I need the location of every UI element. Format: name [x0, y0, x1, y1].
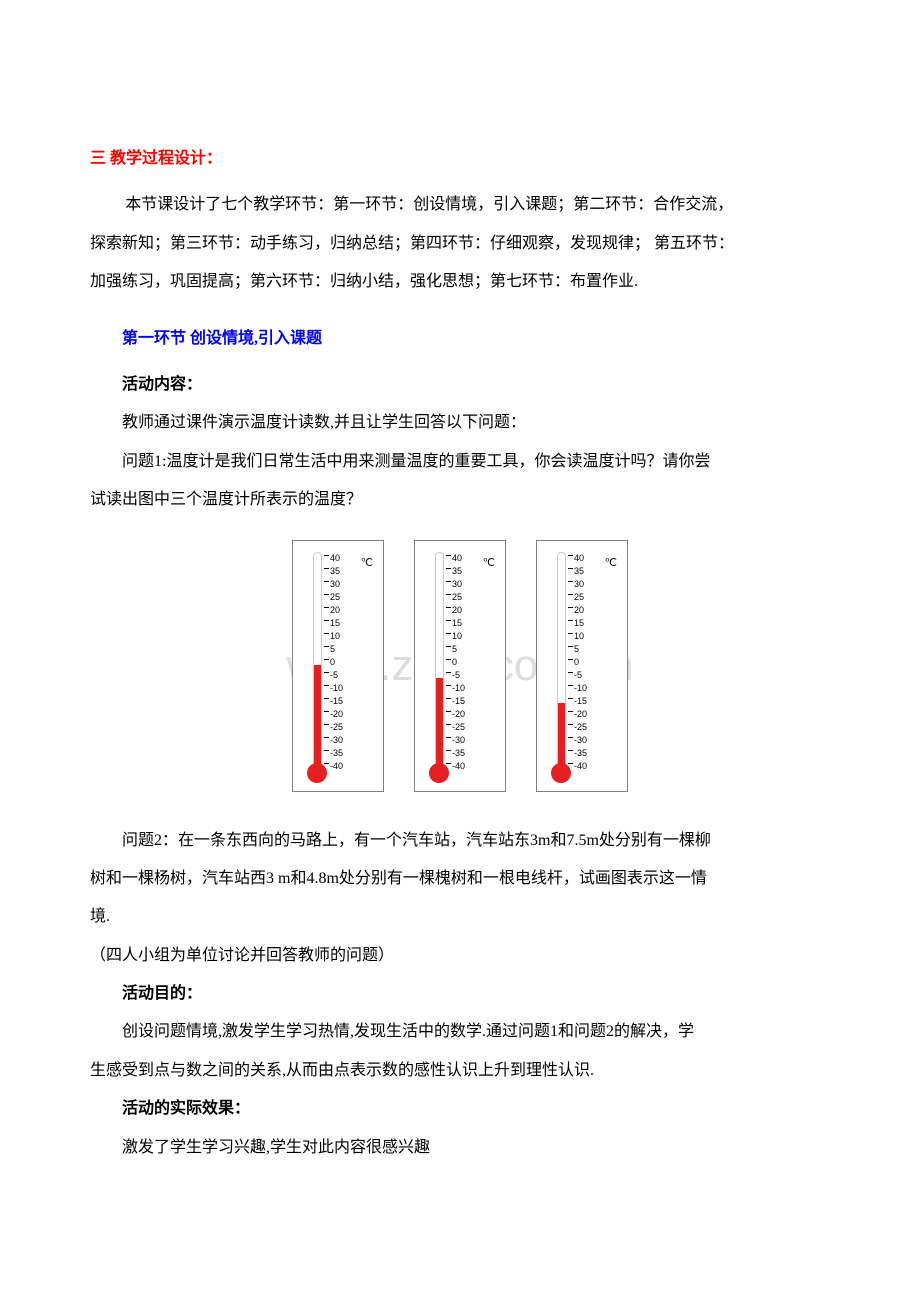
mercury-1: [314, 665, 321, 773]
scale-labels-1: 40 35 30 25 20 15 10 5 0 -5 -10 -15 -20 …: [330, 552, 343, 773]
section-intro-line1: 本节课设计了七个教学环节：第一环节：创设情境，引入课题；第二环节：合作交流，: [90, 186, 830, 224]
activity-effect-label: 活动的实际效果：: [90, 1090, 830, 1128]
activity-effect-text: 激发了学生学习兴趣,学生对此内容很感兴趣: [90, 1129, 830, 1167]
activity-content-label: 活动内容：: [90, 366, 830, 404]
question1-line1: 问题1:温度计是我们日常生活中用来测量温度的重要工具，你会读温度计吗？请你尝: [90, 443, 830, 481]
group-note: （四人小组为单位讨论并回答教师的问题）: [90, 937, 830, 975]
question2-line1: 问题2：在一条东西向的马路上，有一个汽车站，汽车站东3m和7.5m处分别有一棵柳: [90, 822, 830, 860]
section-intro-line2: 探索新知；第三环节：动手练习，归纳总结；第四环节：仔细观察，发现规律； 第五环节…: [90, 225, 830, 263]
activity-purpose-line2: 生感受到点与数之间的关系,从而由点表示数的感性认识上升到理性认识.: [90, 1052, 830, 1090]
tick-marks-3: [568, 555, 573, 776]
question2-line3: 境.: [90, 898, 830, 936]
section-intro-line3: 加强练习，巩固提高；第六环节：归纳小结，强化思想；第七环节：布置作业.: [90, 263, 830, 301]
phase1-title: 第一环节 创设情境,引入课题: [90, 320, 830, 358]
section-title: 三 教学过程设计：: [90, 140, 830, 178]
thermometer-row: www.zixin.com.cn ℃ 40 35 30 25 20 15 10 …: [90, 540, 830, 792]
thermometer-2: ℃ 40 35 30 25 20 15 10 5 0 -5 -10 -15 -2…: [414, 540, 506, 792]
unit-label-1: ℃: [361, 550, 373, 576]
activity-purpose-line1: 创设问题情境,激发学生学习热情,发现生活中的数学.通过问题1和问题2的解决，学: [90, 1013, 830, 1051]
tick-marks-1: [324, 555, 329, 776]
mercury-2: [436, 678, 443, 773]
thermometer-3: ℃ 40 35 30 25 20 15 10 5 0 -5 -10 -15 -2…: [536, 540, 628, 792]
tick-marks-2: [446, 555, 451, 776]
scale-labels-3: 40 35 30 25 20 15 10 5 0 -5 -10 -15 -20 …: [574, 552, 587, 773]
scale-labels-2: 40 35 30 25 20 15 10 5 0 -5 -10 -15 -20 …: [452, 552, 465, 773]
unit-label-2: ℃: [483, 550, 495, 576]
unit-label-3: ℃: [605, 550, 617, 576]
question2-line2: 树和一棵杨树，汽车站西3 m和4.8m处分别有一棵槐树和一根电线杆，试画图表示这…: [90, 860, 830, 898]
thermometer-1: ℃ 40 35 30 25 20 15 10 5 0 -5 -10 -15 -2…: [292, 540, 384, 792]
question1-line2: 试读出图中三个温度计所表示的温度？: [90, 481, 830, 519]
activity-purpose-label: 活动目的：: [90, 975, 830, 1013]
activity-content-line1: 教师通过课件演示温度计读数,并且让学生回答以下问题：: [90, 404, 830, 442]
